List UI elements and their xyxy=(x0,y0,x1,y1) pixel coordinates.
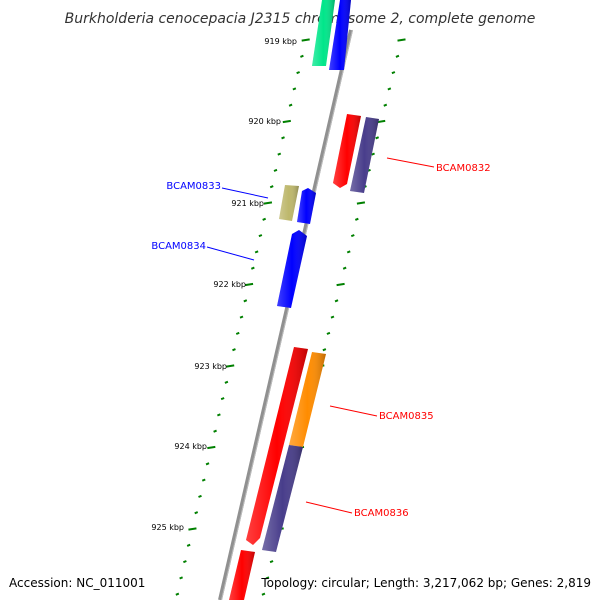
guide-tick xyxy=(232,348,236,352)
guide-tick xyxy=(397,38,406,42)
guide-tick xyxy=(194,511,199,515)
guide-tick xyxy=(244,282,254,287)
guide-tick xyxy=(183,560,187,564)
guide-tick xyxy=(226,364,235,368)
guide-tick xyxy=(269,185,274,189)
guide-tick xyxy=(326,331,331,335)
guide-tick xyxy=(350,234,355,238)
guide-tick xyxy=(281,136,285,140)
guide-tick xyxy=(342,266,347,270)
backbone xyxy=(218,29,353,600)
accession-text: Accession: NC_011001 xyxy=(9,576,145,590)
guide-tick xyxy=(243,299,248,303)
map-title: Burkholderia cenocepacia J2315 chromosom… xyxy=(65,11,536,27)
guide-tick xyxy=(277,152,282,156)
guide-tick xyxy=(198,494,202,498)
guide-tick xyxy=(254,250,259,254)
guide-tick xyxy=(216,413,221,417)
guide-tick xyxy=(273,168,278,172)
guide-tick xyxy=(186,543,191,547)
guide-tick xyxy=(179,576,183,580)
guide-tick xyxy=(282,119,291,124)
guide-tick xyxy=(269,560,274,564)
guide-tick xyxy=(377,119,386,124)
ruler-label-922: 922 kbp xyxy=(213,280,246,289)
guide-tick xyxy=(371,152,375,156)
label-bcam0836[interactable]: BCAM0836 xyxy=(354,508,409,519)
gene-features xyxy=(229,0,379,600)
guide-tick xyxy=(330,315,335,319)
guide-tick xyxy=(250,266,255,270)
guide-tick xyxy=(188,527,197,531)
ruler-label-921: 921 kbp xyxy=(231,199,264,208)
guide-tick xyxy=(261,592,266,596)
label-bcam0835[interactable]: BCAM0835 xyxy=(379,411,434,422)
label-bcam0832[interactable]: BCAM0832 xyxy=(436,163,491,174)
guide-tick xyxy=(395,54,400,58)
label-bcam0834[interactable]: BCAM0834 xyxy=(151,241,206,252)
guide-tick xyxy=(322,348,327,352)
guide-tick xyxy=(224,380,229,384)
guide-tick xyxy=(207,445,216,450)
guide-tick xyxy=(375,136,380,140)
ruler: 919 kbp 920 kbp 921 kbp 922 kbp 923 kbp … xyxy=(151,37,297,532)
guide-tick xyxy=(175,592,180,596)
ruler-label-924: 924 kbp xyxy=(174,442,207,451)
guide-tick xyxy=(220,397,225,401)
ruler-label-919: 919 kbp xyxy=(264,37,297,46)
guide-tick xyxy=(346,250,351,254)
label-bcam0833[interactable]: BCAM0833 xyxy=(166,181,221,192)
guide-tick xyxy=(235,331,240,335)
guide-tick xyxy=(262,217,267,221)
guide-tick xyxy=(391,71,396,75)
gene-labels: BCAM0832 BCAM0833 BCAM0834 BCAM0835 BCAM… xyxy=(151,157,491,519)
guide-tick xyxy=(300,54,304,58)
ruler-label-920: 920 kbp xyxy=(248,117,281,126)
guide-tick xyxy=(292,87,297,91)
ruler-label-923: 923 kbp xyxy=(194,362,227,371)
guide-tick xyxy=(336,282,345,287)
guide-tick xyxy=(205,462,210,466)
guide-tick xyxy=(387,87,392,91)
guide-tick xyxy=(239,315,244,319)
guide-tick xyxy=(288,103,293,107)
guide-tick xyxy=(334,299,339,303)
guide-tick xyxy=(201,478,206,482)
ruler-label-925: 925 kbp xyxy=(151,523,184,532)
genome-summary: Topology: circular; Length: 3,217,062 bp… xyxy=(260,576,591,590)
guide-tick xyxy=(356,201,366,205)
guide-tick xyxy=(265,576,270,580)
guide-tick xyxy=(383,103,388,107)
guide-tick xyxy=(258,234,263,238)
guide-tick xyxy=(213,429,217,433)
guide-tick xyxy=(301,38,310,42)
guide-tick xyxy=(354,217,359,221)
guide-tick xyxy=(263,201,273,205)
guide-tick xyxy=(296,71,301,75)
